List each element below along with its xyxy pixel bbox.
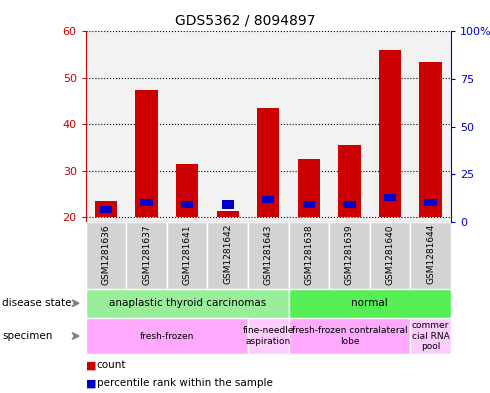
Text: fresh-frozen: fresh-frozen xyxy=(140,332,194,340)
Bar xyxy=(257,108,279,217)
Bar xyxy=(289,318,410,354)
Bar xyxy=(343,201,356,208)
Bar xyxy=(384,194,396,201)
Text: normal: normal xyxy=(351,298,388,308)
Bar xyxy=(338,145,361,217)
Text: count: count xyxy=(97,360,126,371)
Text: percentile rank within the sample: percentile rank within the sample xyxy=(97,378,272,388)
Bar xyxy=(221,200,234,209)
Bar xyxy=(95,201,117,217)
Text: GSM1281639: GSM1281639 xyxy=(345,224,354,285)
Bar xyxy=(135,90,158,217)
Bar xyxy=(379,50,401,217)
Bar xyxy=(181,201,193,208)
Bar xyxy=(410,318,451,354)
Text: fine-needle
aspiration: fine-needle aspiration xyxy=(243,326,294,346)
Text: GSM1281642: GSM1281642 xyxy=(223,224,232,285)
Bar xyxy=(248,222,289,289)
Text: GSM1281638: GSM1281638 xyxy=(304,224,313,285)
Text: GSM1281644: GSM1281644 xyxy=(426,224,435,285)
Bar xyxy=(141,199,153,206)
Text: GSM1281637: GSM1281637 xyxy=(142,224,151,285)
Text: GSM1281643: GSM1281643 xyxy=(264,224,273,285)
Bar xyxy=(303,201,315,208)
Text: GSM1281640: GSM1281640 xyxy=(386,224,394,285)
Bar xyxy=(167,222,207,289)
Text: commer
cial RNA
pool: commer cial RNA pool xyxy=(412,321,449,351)
Bar xyxy=(126,222,167,289)
Text: GSM1281641: GSM1281641 xyxy=(183,224,192,285)
Bar xyxy=(329,222,369,289)
Text: ■: ■ xyxy=(86,378,96,388)
Bar xyxy=(86,222,126,289)
Bar xyxy=(419,62,441,217)
Text: GSM1281636: GSM1281636 xyxy=(101,224,111,285)
Bar xyxy=(424,199,437,206)
Bar xyxy=(248,318,289,354)
Bar xyxy=(369,222,410,289)
Bar xyxy=(289,222,329,289)
Text: anaplastic thyroid carcinomas: anaplastic thyroid carcinomas xyxy=(108,298,266,308)
Text: ■: ■ xyxy=(86,360,96,371)
Bar xyxy=(207,222,248,289)
Bar xyxy=(100,206,112,213)
Text: disease state: disease state xyxy=(2,298,72,308)
Bar xyxy=(86,289,289,318)
Bar xyxy=(298,159,320,217)
Bar xyxy=(217,211,239,217)
Text: GDS5362 / 8094897: GDS5362 / 8094897 xyxy=(175,14,315,28)
Text: specimen: specimen xyxy=(2,331,53,341)
Bar xyxy=(289,289,451,318)
Bar xyxy=(410,222,451,289)
Bar xyxy=(176,164,198,217)
Bar xyxy=(86,318,248,354)
Text: fresh-frozen contralateral
lobe: fresh-frozen contralateral lobe xyxy=(292,326,407,346)
Bar xyxy=(262,196,274,204)
